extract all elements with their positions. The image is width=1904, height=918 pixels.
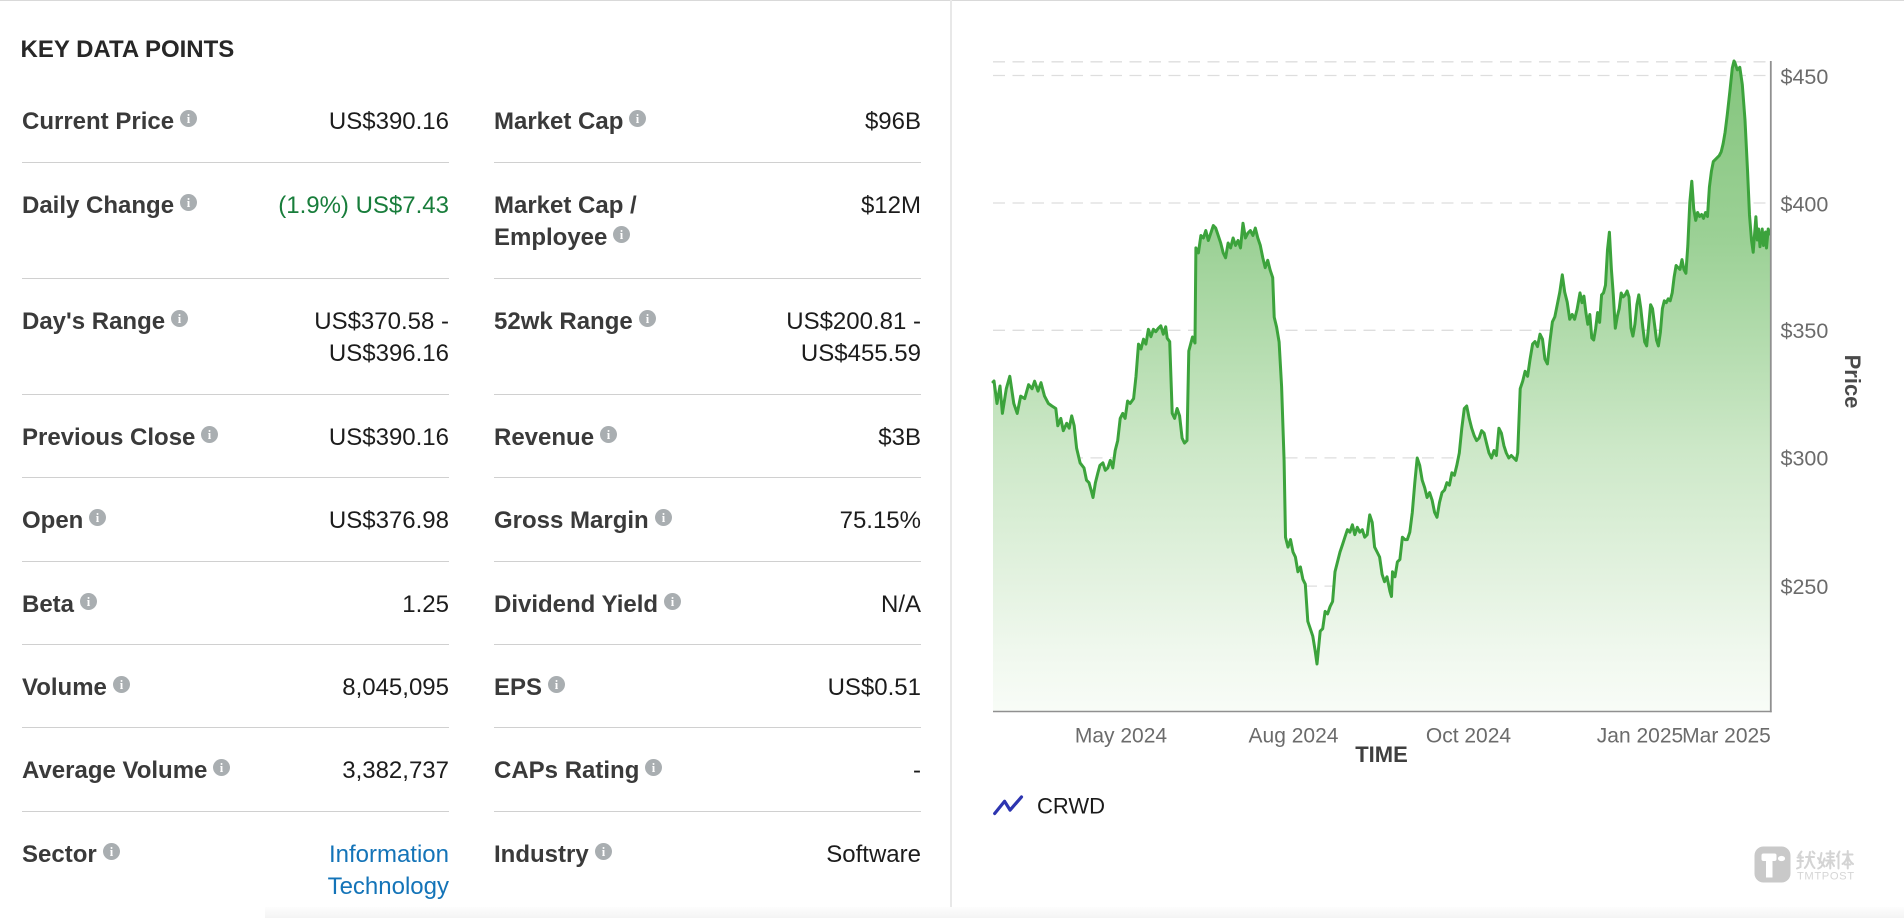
svg-text:TMTPOST: TMTPOST [1797,871,1855,883]
svg-text:i: i [671,595,675,609]
svg-text:i: i [652,761,656,775]
svg-text:Aug 2024: Aug 2024 [1249,725,1339,748]
svg-text:i: i [601,845,605,859]
svg-text:CRWD: CRWD [1037,794,1105,819]
svg-text:i: i [120,678,124,692]
svg-text:i: i [208,428,212,442]
svg-text:i: i [607,428,611,442]
svg-text:$250: $250 [1781,575,1829,599]
svg-text:$300: $300 [1781,447,1829,471]
svg-text:i: i [220,761,224,775]
svg-text:Mar 2025: Mar 2025 [1682,725,1771,748]
svg-text:Jan 2025: Jan 2025 [1597,725,1683,748]
svg-text:TIME: TIME [1355,742,1408,767]
svg-text:i: i [636,112,640,126]
svg-text:Price: Price [1840,355,1865,409]
svg-text:$400: $400 [1781,192,1829,216]
svg-text:i: i [187,196,191,210]
svg-text:$450: $450 [1781,65,1829,89]
svg-text:i: i [645,312,649,326]
svg-text:Oct 2024: Oct 2024 [1426,725,1512,748]
svg-text:i: i [109,845,113,859]
svg-text:May 2024: May 2024 [1075,725,1168,748]
svg-text:i: i [661,511,665,525]
svg-text:i: i [620,228,624,242]
svg-text:i: i [87,595,91,609]
svg-text:i: i [187,112,191,126]
svg-text:i: i [555,678,559,692]
svg-text:i: i [96,511,100,525]
svg-text:$350: $350 [1781,319,1829,343]
svg-text:i: i [178,312,182,326]
